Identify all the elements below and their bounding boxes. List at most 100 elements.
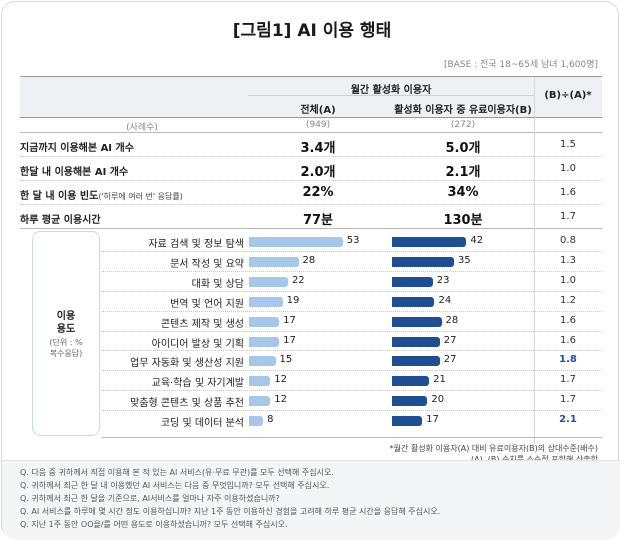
bar-row-divider — [102, 270, 602, 272]
bar-row-divider — [102, 250, 602, 252]
category-label: 콘텐츠 제작 및 생성 — [160, 318, 244, 330]
ratio-value: 1.0 — [560, 274, 576, 286]
category-label: 자료 검색 및 정보 탐색 — [148, 239, 244, 250]
bar-series-a — [249, 296, 283, 307]
ratio-note-1: *월간 활성화 이용자(A) 대비 유료이용자(B)의 상대수준(배수) — [389, 444, 598, 453]
summary-ratio: 1.5 — [560, 139, 576, 150]
bar-series-a — [249, 276, 288, 287]
bar-row-divider — [102, 390, 602, 392]
bar-series-a — [249, 416, 264, 427]
summary-row-label: 하루 평균 이용시간 — [20, 215, 101, 226]
bar-label-b: 17 — [426, 414, 439, 426]
bar-row-divider — [102, 350, 602, 352]
use-purpose-title: 이용 용도 — [56, 311, 76, 335]
bar-series-b — [392, 336, 440, 347]
bar-label-b: 23 — [436, 274, 450, 286]
question-1: Q. 다음 중 귀하께서 직접 이용해 본 적 있는 AI 서비스(유·무료 무… — [20, 468, 334, 477]
ratio-value: 2.1 — [559, 414, 577, 426]
bar-series-b — [392, 256, 454, 267]
bar-row-divider — [102, 370, 602, 372]
figure-title: [그림1] AI 이용 행태 — [232, 21, 392, 41]
category-label: 번역 및 언어 지원 — [170, 298, 244, 310]
ratio-value: 1.8 — [559, 354, 577, 366]
ratio-note-2: (A), (B) 수치를 소수점 포함해 산출함 — [471, 454, 598, 465]
bar-series-b — [392, 376, 430, 387]
bar-series-b — [392, 316, 442, 327]
chart-bottom-line — [102, 437, 602, 438]
ratio-column-divider — [534, 117, 535, 444]
ratio-value: 1.2 — [560, 294, 576, 306]
category-label: 업무 자동화 및 생산성 지원 — [130, 358, 244, 370]
category-label: 아이디어 발상 및 기획 — [151, 338, 244, 350]
bar-series-a — [249, 396, 271, 407]
bar-series-b — [392, 396, 428, 407]
bar-row-divider — [102, 290, 602, 292]
bar-series-a — [249, 237, 343, 247]
cases-a: (949) — [305, 120, 331, 130]
bar-label-b: 24 — [438, 294, 452, 306]
header-col-b: 활성화 이용자 중 유료이용자(B) — [394, 105, 532, 116]
bar-row-divider — [102, 410, 602, 412]
summary-ratio: 1.7 — [560, 211, 576, 222]
table-header — [20, 77, 602, 117]
summary-row-label: 한달 내 이용해본 AI 개수 — [20, 167, 129, 178]
bar-label-b: 20 — [431, 394, 445, 406]
header-group-line — [248, 95, 534, 96]
bar-series-a — [249, 356, 276, 367]
summary-row-divider — [20, 228, 602, 229]
ratio-value: 1.3 — [560, 254, 576, 266]
category-label: 대화 및 상담 — [191, 278, 244, 290]
bar-label-a: 19 — [286, 294, 300, 306]
bar-label-b: 27 — [443, 334, 457, 346]
header-top-line — [20, 76, 602, 77]
bar-series-a — [249, 316, 280, 327]
bar-series-b — [392, 237, 467, 247]
summary-value-b: 5.0개 — [445, 141, 481, 156]
cases-b: (272) — [450, 120, 476, 130]
summary-value-a: 22% — [302, 185, 334, 200]
ratio-value: 0.8 — [560, 235, 576, 246]
bar-label-a: 17 — [283, 314, 296, 326]
summary-row-divider — [20, 204, 602, 205]
bar-series-b — [392, 276, 433, 287]
question-4: Q. AI 서비스를 하루에 몇 시간 정도 이용하십니까? 지난 1주 동안 … — [20, 507, 441, 516]
bar-series-a — [249, 256, 299, 267]
bar-label-b: 35 — [457, 254, 471, 266]
bar-row-divider — [102, 330, 602, 332]
base-note: [BASE : 전국 18~65세 남녀 1,600명] — [444, 60, 598, 70]
summary-ratio: 1.0 — [560, 163, 576, 174]
bar-label-a: 28 — [302, 254, 316, 266]
ratio-value: 1.7 — [560, 394, 576, 406]
use-purpose-unit: (단위 : % 복수응답) — [49, 338, 83, 358]
header-divider — [534, 77, 535, 117]
summary-value-a: 3.4개 — [300, 141, 336, 156]
ratio-value: 1.6 — [560, 334, 576, 346]
bar-series-b — [392, 356, 440, 367]
summary-value-b: 34% — [447, 185, 479, 200]
summary-row-label: 지금까지 이용해본 AI 개수 — [20, 143, 134, 154]
use-purpose-box: 이용 용도 (단위 : % 복수응답) — [32, 231, 100, 436]
category-label: 코딩 및 데이터 분석 — [160, 418, 244, 430]
bar-label-a: 17 — [283, 334, 296, 346]
summary-value-a: 2.0개 — [300, 165, 336, 180]
questions-footer: Q. 다음 중 귀하께서 직접 이용해 본 적 있는 AI 서비스(유·무료 무… — [2, 460, 620, 540]
bar-label-a: 22 — [291, 274, 305, 286]
category-label: 문서 작성 및 요약 — [170, 258, 244, 270]
summary-value-a: 77분 — [302, 213, 334, 228]
question-5: Q. 지난 1주 동안 OO을/를 어떤 용도로 이용하셨습니까? 모두 선택해… — [20, 520, 288, 529]
bar-series-a — [249, 336, 280, 347]
bar-label-a: 12 — [274, 374, 287, 386]
cases-line — [20, 132, 602, 133]
category-label: 맞춤형 콘텐츠 및 상품 추천 — [130, 398, 244, 410]
summary-row-label: 한 달 내 이용 빈도('하루에 여러 번' 응답률) — [20, 191, 183, 202]
bar-series-a — [249, 376, 271, 387]
question-2: Q. 귀하께서 최근 한 달 내 이용했던 AI 서비스는 다음 중 무엇입니까… — [20, 481, 330, 490]
ratio-value: 1.6 — [560, 314, 576, 326]
header-col-ratio: (B)÷(A)* — [544, 90, 592, 101]
cases-label: (사례수) — [126, 123, 158, 133]
bar-label-a: 15 — [279, 354, 293, 366]
bar-label-a: 53 — [346, 235, 360, 246]
ratio-value: 1.7 — [560, 374, 576, 386]
category-label: 교육·학습 및 자기계발 — [151, 378, 244, 390]
bar-label-a: 12 — [274, 394, 287, 406]
